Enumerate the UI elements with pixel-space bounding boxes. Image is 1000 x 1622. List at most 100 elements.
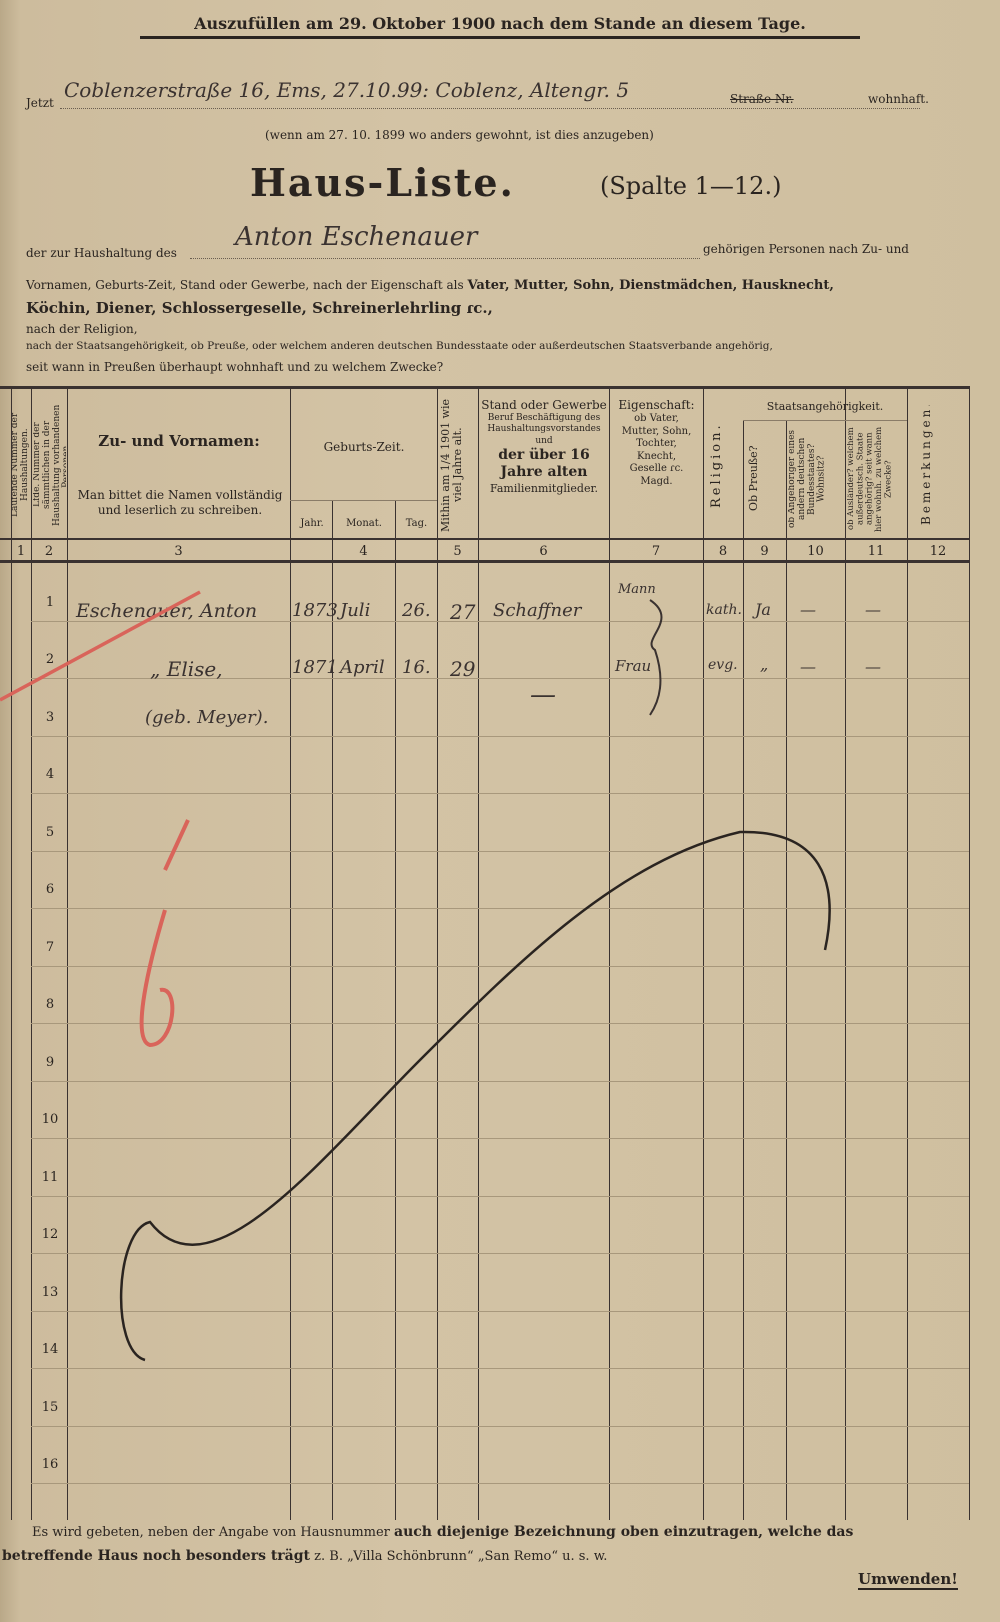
footer-line1-bold: auch diejenige Bezeichnung oben einzutra…	[394, 1524, 854, 1540]
header-c7: Eigenschaft: ob Vater, Mutter, Sohn, Toc…	[610, 398, 703, 488]
column-number: 9	[760, 544, 769, 559]
row-line	[31, 1023, 969, 1024]
header-c4-month: Monat.	[346, 518, 382, 529]
row-number: 4	[45, 767, 55, 783]
entry-day: 26.	[402, 600, 431, 621]
column-line	[437, 388, 438, 1520]
column-line	[395, 500, 396, 1520]
column-number: 12	[929, 544, 947, 559]
entry-day: 16.	[402, 657, 431, 678]
column-line	[67, 388, 68, 1520]
row-number: 14	[41, 1342, 59, 1358]
column-number: 10	[807, 544, 824, 559]
header-note: Auszufüllen am 29. Oktober 1900 nach dem…	[140, 14, 860, 39]
header-c6-end: Familienmitglieder.	[489, 481, 599, 495]
household-line	[190, 258, 700, 259]
household-name: Anton Eschenauer	[235, 222, 478, 252]
page-subtitle: (Spalte 1—12.)	[600, 172, 782, 200]
row-line	[31, 1310, 969, 1312]
instructions-line1: Vornamen, Geburts-Zeit, Stand oder Gewer…	[26, 278, 834, 293]
address-note: (wenn am 27. 10. 1899 wo anders gewohnt,…	[265, 128, 654, 142]
column-line	[478, 388, 479, 1520]
footer-line2-text: z. B. „Villa Schönbrunn“ „San Remo“ u. s…	[314, 1549, 608, 1564]
address-prefix: Jetzt	[26, 96, 54, 110]
address-line	[60, 108, 920, 109]
header-c3-title: Zu- und Vornamen:	[98, 432, 260, 450]
column-line	[703, 388, 704, 1520]
entry-religion: kath.	[706, 602, 742, 618]
entry-relation: Mann	[618, 582, 656, 597]
column-line	[786, 420, 787, 1520]
row-number: 3	[45, 709, 55, 725]
red-digit-one	[163, 819, 190, 871]
column-line	[743, 420, 744, 1520]
entry-c11: —	[865, 657, 881, 676]
address-street-label: Straße Nr.	[730, 92, 794, 106]
entry-prussian: Ja	[755, 600, 771, 619]
row-number: 11	[41, 1169, 59, 1185]
red-tick-stroke	[0, 590, 201, 702]
entry-maiden-name: (geb. Meyer).	[145, 707, 269, 728]
table-top-rule	[0, 386, 970, 389]
row-number: 12	[41, 1227, 59, 1243]
entry-occupation: —	[530, 680, 556, 710]
row-number: 13	[41, 1284, 59, 1300]
entry-year: 1873	[292, 600, 338, 621]
citizenship-subheader-rule	[743, 420, 907, 421]
row-line	[31, 850, 969, 852]
column-number: 7	[651, 544, 661, 559]
row-number: 6	[45, 882, 55, 898]
instructions-line1-bold: Vater, Mutter, Sohn, Dienstmädchen, Haus…	[467, 278, 834, 293]
household-prefix: der zur Haushaltung des	[26, 246, 177, 260]
row-line	[31, 1138, 969, 1139]
entry-occupation: Schaffner	[493, 600, 582, 621]
row-number: 16	[41, 1457, 59, 1473]
header-c3-note: Man bittet die Namen vollständig und les…	[77, 488, 283, 517]
header-bottom-rule	[0, 538, 970, 540]
row-line	[31, 965, 969, 967]
column-line	[31, 388, 32, 1520]
entry-name: „ Elise,	[150, 657, 223, 681]
column-number: 2	[44, 544, 54, 559]
column-number: 1	[16, 544, 26, 559]
instructions-line1-text: Vornamen, Geburts-Zeit, Stand oder Gewer…	[26, 278, 464, 292]
row-number: 8	[45, 997, 55, 1013]
column-line	[907, 388, 908, 1520]
address-suffix: wohnhaft.	[868, 92, 929, 106]
entry-c10: —	[800, 657, 816, 676]
header-c6-note: Beruf Beschäftigung des Haushaltungsvors…	[487, 413, 601, 446]
red-digit-six	[139, 909, 175, 1048]
row-line	[31, 620, 969, 622]
row-number: 7	[45, 939, 55, 955]
row-line	[31, 678, 969, 679]
header-c6-bold: der über 16 Jahre alten	[498, 446, 590, 481]
footer-line2-bold: betreffende Haus noch besonders trägt	[2, 1548, 311, 1564]
header-c4-day: Tag.	[405, 518, 428, 529]
row-number: 2	[45, 652, 55, 668]
row-line	[31, 908, 969, 909]
instructions-line4: nach der Staatsangehörigkeit, ob Preuße,…	[26, 340, 773, 352]
entry-age: 29	[450, 657, 476, 681]
header-c4-title: Geburts-Zeit.	[323, 440, 405, 454]
row-line	[31, 1195, 969, 1197]
row-number: 9	[45, 1054, 55, 1070]
row-line	[31, 735, 969, 737]
column-number: 4	[359, 544, 368, 559]
row-number: 10	[41, 1112, 59, 1128]
entry-relation: Frau	[615, 657, 652, 675]
entry-prussian: „	[760, 655, 769, 674]
birth-subheader-rule	[290, 500, 437, 501]
header-c7-note: ob Vater, Mutter, Sohn, Tochter, Knecht,…	[621, 413, 692, 487]
column-line	[11, 388, 12, 1520]
turn-over-note: Umwenden!	[858, 1570, 958, 1590]
row-line	[31, 1483, 969, 1484]
instructions-line2: Köchin, Diener, Schlossergeselle, Schrei…	[26, 299, 493, 317]
relation-brace	[649, 599, 663, 716]
entry-age: 27	[450, 600, 476, 624]
row-line	[31, 1253, 969, 1254]
entry-month: April	[340, 657, 385, 678]
column-number: 3	[174, 544, 183, 559]
row-line	[31, 1080, 969, 1082]
column-number: 8	[718, 544, 728, 559]
row-number: 15	[41, 1399, 59, 1415]
